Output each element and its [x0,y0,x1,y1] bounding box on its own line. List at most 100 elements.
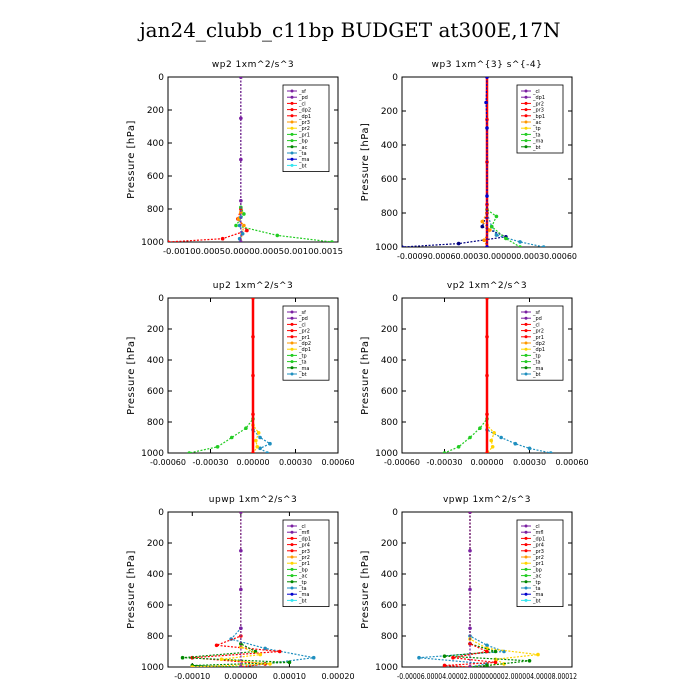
y-tick-label: 200 [381,325,398,335]
legend-marker [524,586,528,590]
series-point-bt [485,334,489,339]
legend-marker [290,524,294,528]
series-point-bt [485,412,489,417]
series-point-bt [239,626,243,631]
series-point-bp [287,660,292,665]
legend-marker [524,335,528,339]
y-tick-label: 400 [147,356,164,366]
y-axis-label: Pressure [hPa] [360,336,371,415]
series-point-pr1 [215,445,220,449]
series-point-pr2 [239,210,243,215]
legend-marker [524,114,528,118]
legend-marker [290,139,294,143]
series-point-bt [251,451,255,453]
x-tick-label: 0.00030 [279,458,312,467]
legend-label: _pr1 [298,335,310,341]
legend-label: _ta [298,586,307,592]
series-line-ac [486,77,521,247]
legend-marker [524,543,528,547]
y-tick-label: 800 [147,418,164,428]
legend-label: _ta [532,360,541,366]
series-point-pr2 [489,438,494,443]
series-point-dp1 [484,100,488,105]
legend-label: _cl [532,322,540,328]
legend-label: _bt [298,372,307,378]
series-point-dp1 [220,236,225,241]
series-point-ta [311,655,316,660]
series-point-dp1 [485,245,489,247]
data-area [417,512,540,667]
y-tick-label: 600 [147,172,164,182]
series-point-ta [263,646,267,651]
legend-marker [290,322,294,326]
y-tick-label: 0 [392,294,398,304]
y-tick-label: 1000 [141,238,164,248]
legend-label: _sf [532,310,540,316]
legend-label: _ma [532,139,543,145]
y-tick-label: 0 [158,294,164,304]
legend-label: _ac [532,574,542,580]
series-point-bt [485,373,489,378]
legend-label: _ma [298,157,309,163]
y-tick-label: 400 [381,356,398,366]
y-tick-label: 200 [381,107,398,117]
x-tick-label: 0.00030 [513,458,546,467]
y-tick-label: 800 [381,418,398,428]
legend-label: _pr1 [298,561,310,567]
legend-label: _ac [532,120,542,126]
legend-box [516,84,564,154]
legend-marker [524,530,528,534]
legend-label: _pr1 [298,132,310,138]
legend-marker [524,555,528,559]
x-tick-label: -0.00060 [384,458,420,467]
series-point-ta [518,240,522,244]
legend-label: _pr2 [532,555,544,561]
legend-box [282,84,330,172]
series-point-dp1 [245,228,249,233]
panel-title: upwp 1xm^2/s^3 [209,495,297,505]
plot-frame [167,76,339,243]
series-point-tp [480,224,485,229]
panel-upwp: upwp 1xm^2/s^3 Pressure [hPa] 0 200 400 600 80… [126,495,355,681]
legend-label: _pr3 [298,120,310,126]
legend-marker [524,536,528,540]
panel-vp2: vp2 1xm^2/s^3 Pressure [hPa] 0 200 400 600 800… [360,281,589,467]
series-point-tp [402,245,404,247]
series-point-bt [251,373,255,378]
series-point-pr1 [187,451,192,453]
series-point-bt [468,512,472,514]
y-tick-label: 0 [158,508,164,518]
x-tick-label: 0.00060 [321,458,354,467]
x-tick-label: 0.00020 [321,672,354,681]
series-point-bp [493,649,498,654]
series-point-bt [468,626,472,631]
legend-label: _pr2 [298,126,310,132]
legend-label: _ta [532,586,541,592]
legend-label: _pr3 [298,549,310,555]
y-tick-label: 600 [147,601,164,611]
y-axis-label: Pressure [hPa] [126,336,137,415]
y-tick-label: 800 [147,632,164,642]
legend-marker [290,157,294,161]
series-point-bt [239,116,243,121]
series-point-ac [494,214,499,219]
legend-label: _pr1 [532,335,544,341]
legend-marker [290,580,294,584]
series-point-pr1 [493,660,498,665]
series-point-tp [258,446,262,451]
series-point-pr2 [482,238,486,242]
legend-marker [524,101,528,105]
legend-label: _bt [532,372,541,378]
legend-label: _bt [298,598,307,604]
y-tick-label: 800 [381,632,398,642]
legend-marker [524,366,528,370]
legend-label: _bt [298,163,307,169]
y-tick-label: 400 [147,139,164,149]
series-line-pr1 [189,298,254,453]
series-point-bt [468,548,472,553]
y-tick-label: 400 [381,570,398,580]
x-tick-label: -0.00030 [427,458,463,467]
series-point-pr1 [275,233,280,238]
x-tick-label: 0.00000 [236,458,269,467]
